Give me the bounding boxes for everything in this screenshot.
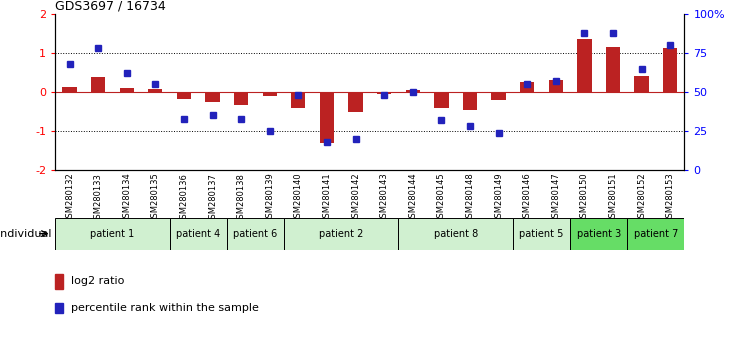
Bar — [434, 92, 448, 108]
Text: patient 7: patient 7 — [634, 229, 678, 239]
Bar — [570, 218, 627, 250]
Bar — [263, 92, 277, 96]
Bar — [398, 218, 513, 250]
Bar — [492, 92, 506, 100]
Bar — [520, 82, 534, 92]
Bar — [634, 76, 648, 92]
Bar — [377, 92, 392, 94]
Text: patient 6: patient 6 — [233, 229, 277, 239]
Text: percentile rank within the sample: percentile rank within the sample — [71, 303, 258, 313]
Bar — [513, 218, 570, 250]
Bar — [177, 92, 191, 99]
Text: GDS3697 / 16734: GDS3697 / 16734 — [55, 0, 166, 13]
Bar — [291, 92, 305, 108]
Bar — [548, 80, 563, 92]
Bar — [55, 274, 63, 289]
Bar — [169, 218, 227, 250]
Text: log2 ratio: log2 ratio — [71, 276, 124, 286]
Text: individual: individual — [0, 229, 52, 239]
Bar — [119, 88, 134, 92]
Bar — [227, 218, 284, 250]
Bar — [606, 47, 620, 92]
Text: patient 1: patient 1 — [91, 229, 135, 239]
Bar — [91, 77, 105, 92]
Bar — [348, 92, 363, 112]
Bar — [55, 218, 169, 250]
Bar — [284, 218, 398, 250]
Bar — [406, 91, 420, 92]
Bar — [663, 48, 677, 92]
Bar — [319, 92, 334, 143]
Bar — [148, 89, 163, 92]
Text: patient 5: patient 5 — [520, 229, 564, 239]
Bar — [627, 218, 684, 250]
Bar — [577, 40, 592, 92]
Bar — [205, 92, 219, 102]
Text: patient 3: patient 3 — [576, 229, 620, 239]
Text: patient 4: patient 4 — [176, 229, 220, 239]
Bar — [63, 87, 77, 92]
Text: patient 8: patient 8 — [434, 229, 478, 239]
Text: patient 2: patient 2 — [319, 229, 364, 239]
Bar — [463, 92, 477, 110]
Bar — [234, 92, 248, 104]
Bar — [55, 303, 63, 313]
